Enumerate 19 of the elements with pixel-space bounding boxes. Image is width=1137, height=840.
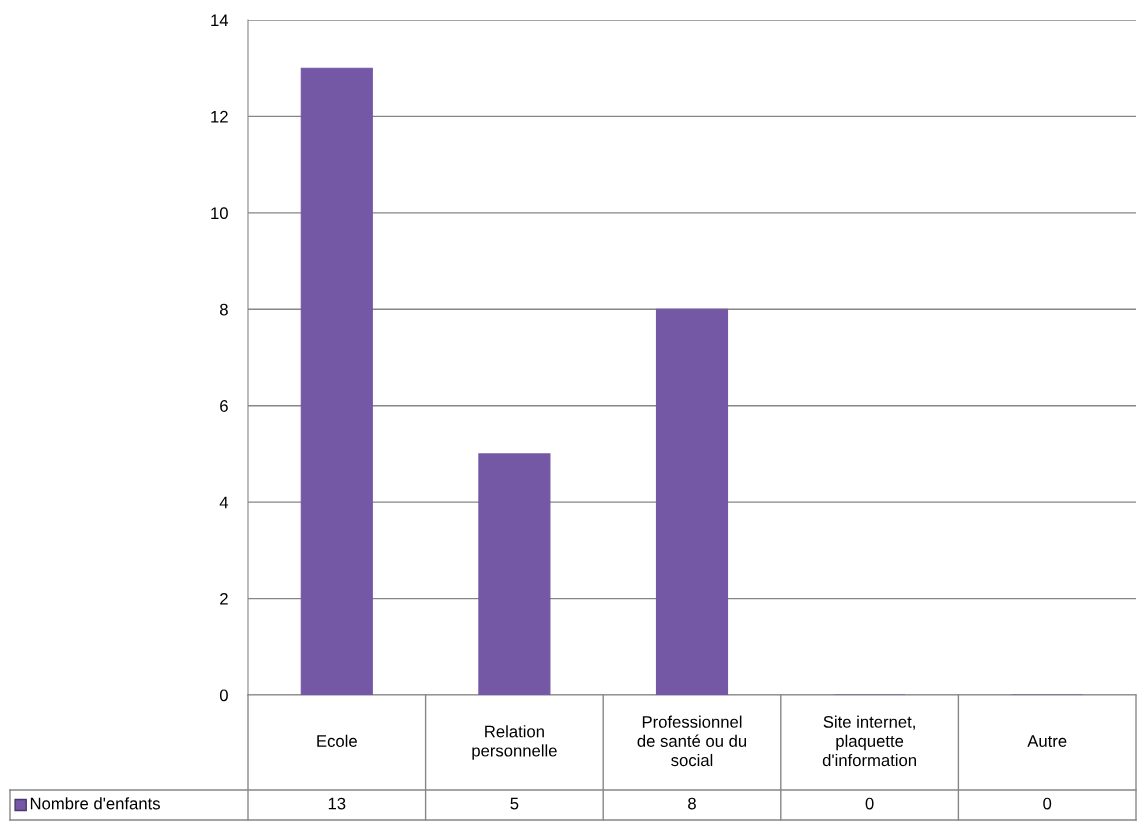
data-label: 8 xyxy=(688,797,696,810)
y-tick-label: 12 xyxy=(211,110,228,123)
data-label: 13 xyxy=(328,797,346,810)
y-tick-label: 0 xyxy=(219,689,228,702)
legend-label: Nombre d'enfants xyxy=(30,797,160,810)
y-tick-label: 10 xyxy=(211,207,228,220)
data-label: 0 xyxy=(1043,797,1052,810)
x-tick-label: Autre xyxy=(1027,735,1067,747)
x-tick-label: Ecole xyxy=(317,734,357,747)
y-tick-label: 14 xyxy=(211,14,229,27)
y-tick-label: 6 xyxy=(220,400,228,412)
y-tick-label: 8 xyxy=(220,303,228,316)
data-label: 0 xyxy=(865,797,874,810)
x-tick-label: Professionnel de santé ou du social xyxy=(637,715,747,767)
x-tick-label: Relation personnelle xyxy=(472,725,557,760)
x-tick-label: Site internet, plaquette d'information xyxy=(822,715,916,767)
y-tick-label: 2 xyxy=(220,592,228,605)
data-label: 5 xyxy=(510,797,519,810)
y-tick-label: 4 xyxy=(219,496,229,509)
